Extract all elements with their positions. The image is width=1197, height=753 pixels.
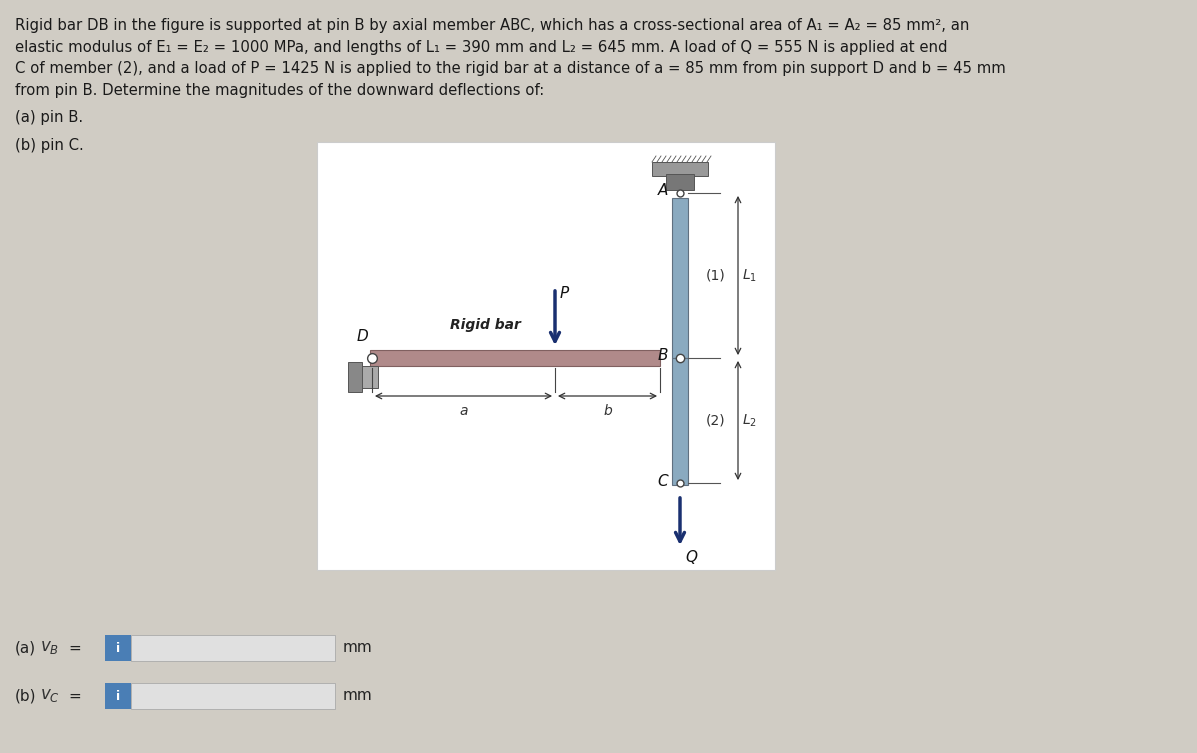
Text: (2): (2) (706, 413, 725, 428)
Text: B: B (657, 347, 668, 362)
Text: $v_B$: $v_B$ (40, 638, 59, 656)
Text: (a): (a) (16, 641, 36, 656)
Text: i: i (116, 690, 120, 703)
Text: C: C (657, 474, 668, 489)
Text: Rigid bar: Rigid bar (450, 318, 521, 332)
Text: elastic modulus of E₁ = E₂ = 1000 MPa, and lengths of L₁ = 390 mm and L₂ = 645 m: elastic modulus of E₁ = E₂ = 1000 MPa, a… (16, 39, 948, 54)
Text: i: i (116, 642, 120, 654)
Text: =: = (68, 641, 80, 656)
Bar (672, 358, 688, 485)
Bar (358, 366, 378, 388)
Bar (672, 198, 688, 358)
Text: $L_2$: $L_2$ (742, 413, 757, 428)
Text: $L_1$: $L_1$ (742, 267, 757, 284)
Text: Q: Q (685, 550, 697, 565)
Bar (666, 174, 694, 190)
Text: b: b (603, 404, 612, 418)
Bar (317, 142, 774, 570)
Bar (348, 362, 361, 392)
Text: Rigid bar DB in the figure is supported at pin B by axial member ABC, which has : Rigid bar DB in the figure is supported … (16, 18, 970, 33)
Text: C of member (2), and a load of P = 1425 N is applied to the rigid bar at a dista: C of member (2), and a load of P = 1425 … (16, 61, 1005, 76)
Bar (652, 162, 707, 176)
Text: (1): (1) (706, 269, 725, 282)
Text: a: a (460, 404, 468, 418)
Text: mm: mm (344, 688, 372, 703)
Text: from pin B. Determine the magnitudes of the downward deflections of:: from pin B. Determine the magnitudes of … (16, 83, 545, 97)
Text: (b) pin C.: (b) pin C. (16, 138, 84, 153)
Text: =: = (68, 688, 80, 703)
Bar (105, 635, 130, 661)
Text: (a) pin B.: (a) pin B. (16, 110, 83, 125)
Bar (130, 683, 335, 709)
Bar (130, 635, 335, 661)
Text: $v_C$: $v_C$ (40, 686, 60, 704)
Text: A: A (657, 182, 668, 197)
Text: mm: mm (344, 641, 372, 656)
Text: (b): (b) (16, 688, 36, 703)
Bar (370, 350, 660, 366)
Text: P: P (560, 286, 570, 301)
Text: D: D (357, 329, 367, 344)
Bar (105, 683, 130, 709)
